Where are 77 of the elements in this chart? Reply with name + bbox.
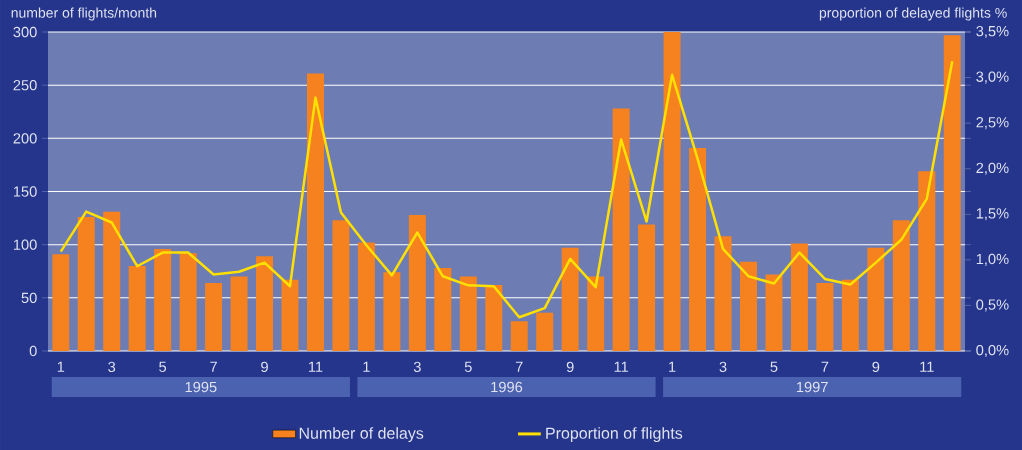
bar — [281, 279, 299, 351]
bar — [739, 261, 757, 351]
x-tick-label: 9 — [261, 361, 268, 373]
bar — [638, 224, 656, 351]
y-axis-title: number of flights/month — [11, 7, 157, 21]
legend-label: Proportion of flights — [546, 427, 683, 443]
bar — [663, 32, 681, 351]
bar — [765, 274, 783, 351]
x-tick-label: 1 — [57, 361, 65, 372]
y-tick-label: 250 — [13, 80, 37, 91]
y2-tick-label: 2,5% — [976, 117, 1009, 130]
bar — [561, 247, 579, 351]
y-tick-label: 50 — [21, 292, 37, 304]
bar — [943, 35, 961, 351]
line-series — [59, 59, 954, 319]
text: 1996 — [491, 381, 523, 393]
text: 1995 — [185, 381, 217, 393]
y2-tick-label: 1,5% — [976, 208, 1009, 221]
y2-tick-label: 3,0% — [976, 71, 1009, 84]
bar — [154, 248, 172, 351]
x-tick-label: 11 — [920, 361, 934, 372]
x-tick-label: 5 — [159, 361, 167, 372]
bar — [128, 265, 146, 351]
y2-tick-label: 0,5% — [976, 299, 1009, 312]
bar — [434, 268, 452, 351]
y2-tick-label: 0,0% — [976, 344, 1009, 358]
bar — [408, 214, 426, 351]
bar — [77, 217, 95, 351]
text: 1997 — [796, 381, 828, 393]
x-tick-label: 5 — [464, 361, 472, 372]
bar — [332, 220, 350, 351]
bar — [459, 276, 477, 351]
bar — [918, 171, 936, 351]
bar — [485, 285, 503, 351]
bar — [357, 242, 375, 351]
y-tick-label: 300 — [13, 26, 37, 38]
bar — [52, 254, 70, 351]
y-tick-label: 100 — [13, 239, 37, 250]
y2-tick-label: 1,0% — [976, 253, 1009, 266]
x-tick-label: 7 — [515, 361, 523, 372]
bar — [179, 253, 197, 351]
x-tick-label: 7 — [821, 361, 829, 372]
bar — [103, 211, 121, 351]
bar — [230, 276, 248, 351]
y-tick-label: 150 — [13, 186, 37, 197]
y-tick-label: 200 — [13, 133, 37, 144]
bar — [841, 279, 859, 351]
x-tick-label: 5 — [770, 361, 778, 372]
x-tick-label: 3 — [413, 361, 421, 373]
bar — [612, 108, 630, 351]
bar — [536, 312, 554, 351]
x-tick-label: 11 — [614, 361, 629, 372]
x-tick-label: 1 — [363, 361, 370, 372]
bar — [892, 220, 910, 351]
y2-axis-title: proportion of delayed flights % — [819, 7, 1007, 21]
x-tick-label: 9 — [566, 361, 574, 373]
bar — [383, 272, 401, 351]
bar — [306, 73, 324, 351]
bar — [816, 282, 834, 351]
bar — [205, 282, 223, 351]
x-tick-label: 3 — [719, 361, 727, 373]
bar — [587, 276, 605, 351]
x-tick-label: 9 — [872, 361, 880, 373]
bar — [256, 256, 274, 351]
y2-tick-label: 3,5% — [976, 25, 1009, 39]
bar — [790, 243, 808, 351]
bar — [867, 247, 885, 351]
x-tick-label: 11 — [308, 361, 323, 372]
x-tick-label: 1 — [669, 361, 676, 372]
legend-label: Number of delays — [299, 427, 424, 443]
x-tick-label: 3 — [108, 361, 116, 373]
bar — [510, 321, 528, 351]
x-tick-label: 7 — [210, 361, 217, 372]
y2-tick-label: 2,0% — [976, 162, 1009, 175]
bar — [689, 147, 707, 351]
bar — [714, 236, 732, 351]
y-tick-label: 0 — [29, 345, 37, 357]
